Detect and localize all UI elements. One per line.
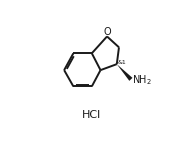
Polygon shape bbox=[117, 64, 133, 81]
Text: NH$_2$: NH$_2$ bbox=[132, 73, 152, 87]
Text: &1: &1 bbox=[118, 60, 127, 65]
Text: HCl: HCl bbox=[82, 110, 101, 120]
Text: O: O bbox=[104, 27, 111, 37]
